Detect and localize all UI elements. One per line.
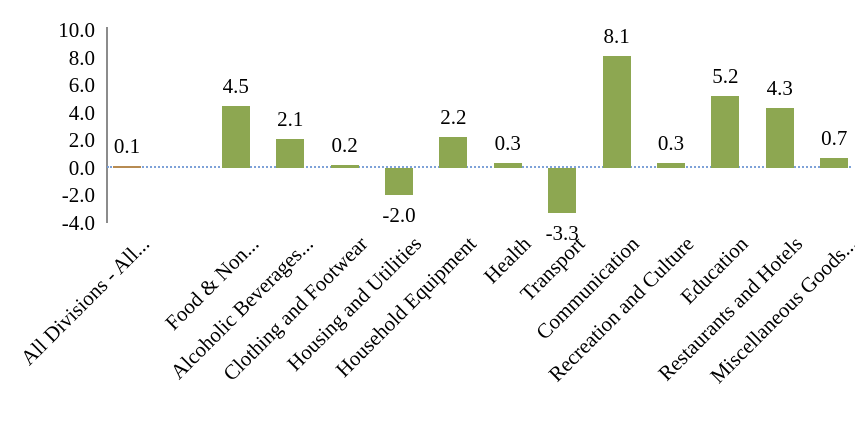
value-label: 0.3 xyxy=(657,131,685,156)
value-label: 2.1 xyxy=(277,106,304,131)
bar xyxy=(113,166,141,168)
bar xyxy=(548,167,577,213)
bar xyxy=(276,138,305,168)
bar xyxy=(330,164,359,168)
value-label: 0.7 xyxy=(821,125,848,150)
bar xyxy=(820,157,849,168)
y-tick-label: -4.0 xyxy=(61,210,95,235)
bar xyxy=(493,163,522,168)
bar xyxy=(439,137,468,168)
category-label: All Divisions - All... xyxy=(16,231,155,370)
bar xyxy=(602,56,631,168)
value-label: 0.3 xyxy=(494,131,521,156)
bar xyxy=(765,108,794,168)
y-tick-label: 2.0 xyxy=(68,128,95,152)
value-label: 8.1 xyxy=(603,24,630,49)
y-tick-label: 0.0 xyxy=(68,155,95,180)
value-label: 5.2 xyxy=(712,64,739,88)
value-label: -2.0 xyxy=(382,203,416,227)
y-tick-label: -2.0 xyxy=(61,183,95,207)
y-tick-label: 6.0 xyxy=(68,73,95,97)
value-label: 4.3 xyxy=(766,76,793,101)
bar xyxy=(385,167,413,195)
bar xyxy=(657,163,685,168)
value-label: 2.2 xyxy=(440,105,467,130)
y-tick-label: 8.0 xyxy=(68,45,95,70)
bar xyxy=(221,105,250,168)
value-label: -3.3 xyxy=(545,220,579,245)
y-tick-label: 10.0 xyxy=(58,18,95,42)
y-tick-label: 4.0 xyxy=(68,100,95,125)
y-axis-line xyxy=(106,27,108,223)
value-label: 4.5 xyxy=(222,73,249,98)
bar xyxy=(711,96,740,168)
zero-gridline xyxy=(107,166,851,168)
value-label: 0.1 xyxy=(113,134,141,158)
value-label: 0.2 xyxy=(331,132,358,157)
